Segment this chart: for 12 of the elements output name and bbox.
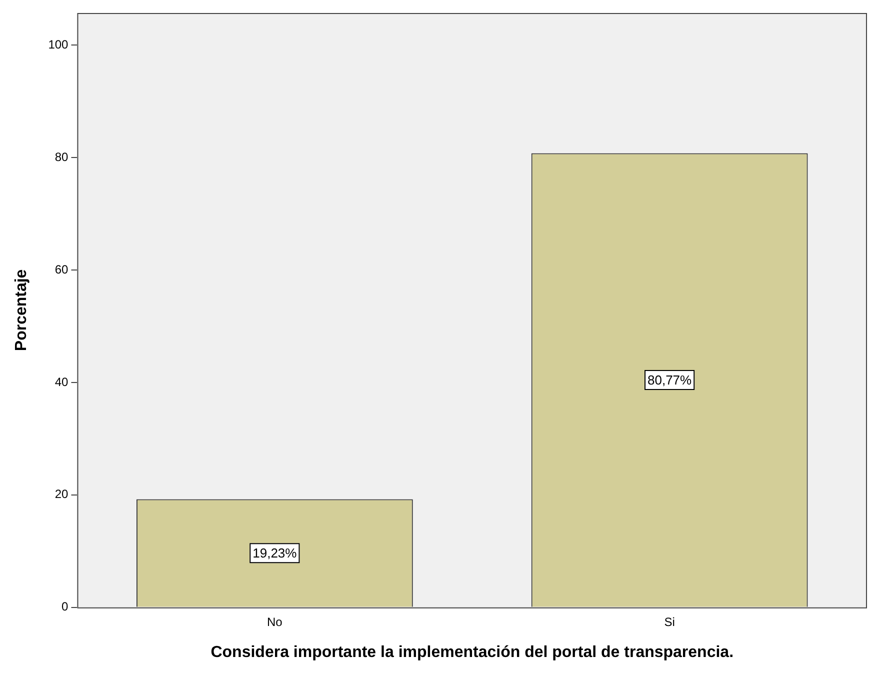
data-label: 80,77%	[648, 372, 692, 388]
x-tick-label: No	[266, 614, 283, 629]
y-tick-label: 100	[48, 37, 69, 52]
x-tick-label: Si	[664, 614, 675, 629]
data-label: 19,23%	[252, 546, 298, 561]
y-tick-label: 80	[54, 150, 69, 164]
y-tick-label: 60	[54, 262, 69, 276]
x-axis-title: Considera importante la implementación del portal de transparencia.	[210, 644, 734, 661]
y-axis-title: Porcentaje	[13, 269, 30, 352]
y-tick-label: 0	[62, 600, 69, 614]
y-tick-label: 40	[54, 374, 69, 389]
y-tick-label: 20	[54, 487, 69, 502]
